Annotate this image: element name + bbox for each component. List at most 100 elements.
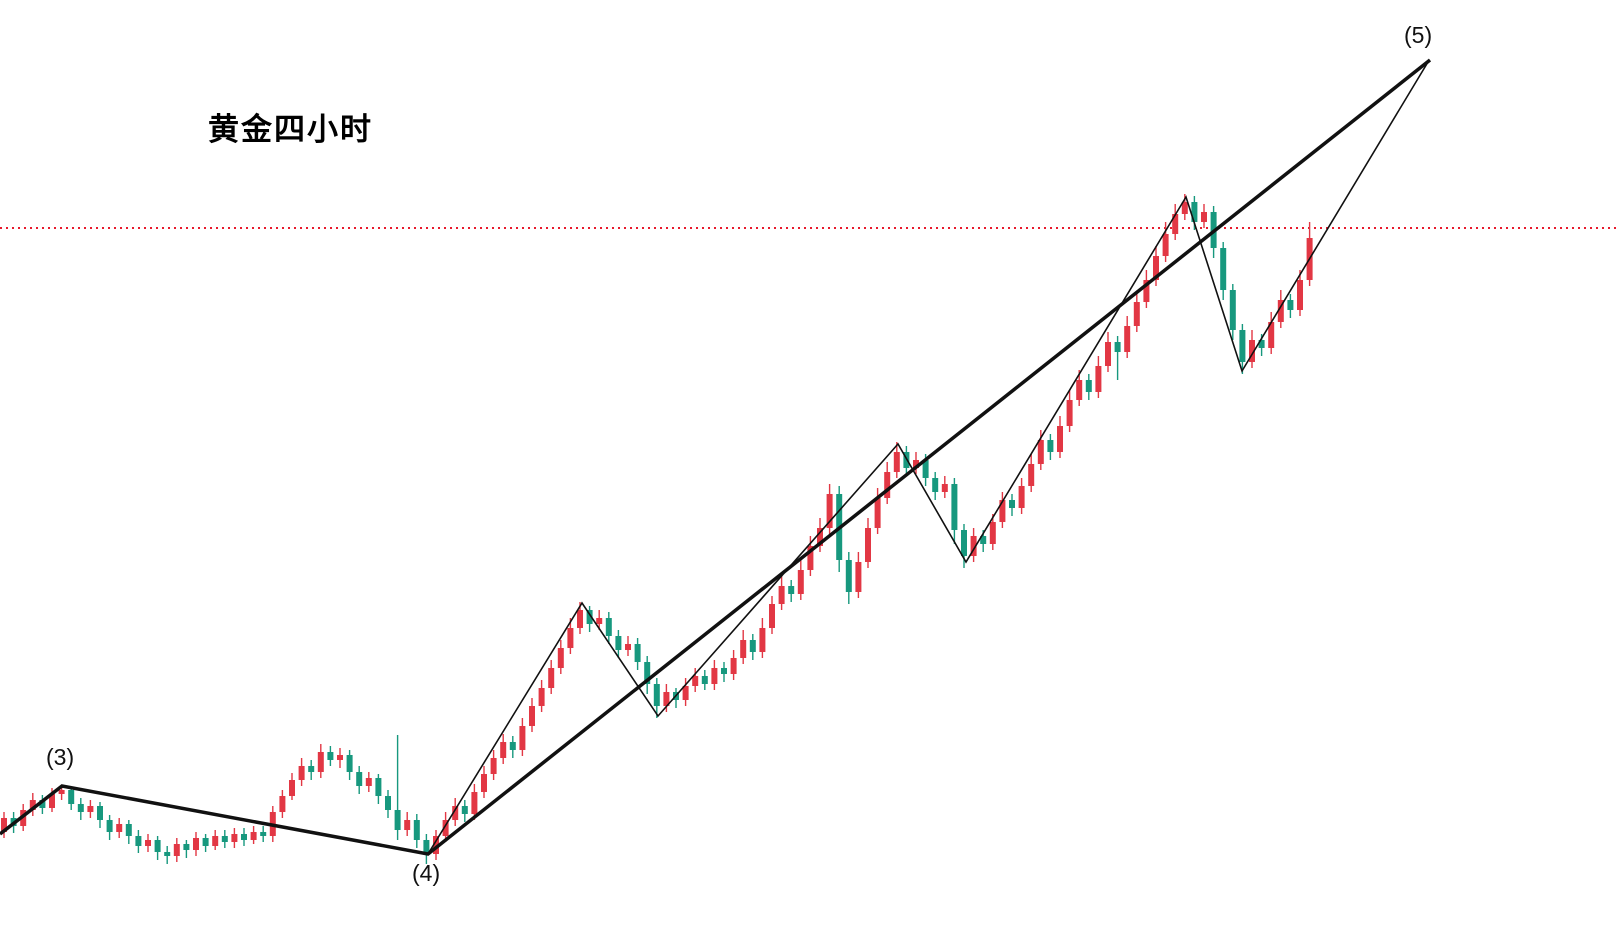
candle-body — [385, 796, 391, 810]
candle-body — [413, 820, 420, 840]
candle-body — [183, 844, 190, 850]
candle-body — [87, 806, 94, 812]
candle-body — [1028, 464, 1035, 486]
candle-body — [1018, 486, 1025, 508]
candle-body — [596, 618, 603, 624]
wave-label-3: (3) — [46, 744, 75, 770]
candle-body — [605, 618, 612, 636]
candle-body — [759, 628, 766, 652]
candle-body — [1105, 342, 1111, 366]
candle-body — [241, 834, 247, 840]
candle-body — [615, 636, 622, 650]
candle-body — [1133, 302, 1140, 326]
candle-body — [913, 460, 919, 468]
candle-body — [308, 766, 315, 772]
thick-trendline — [0, 58, 1432, 856]
candle-body — [58, 790, 65, 794]
candle-body — [260, 832, 267, 836]
candle-body — [125, 824, 132, 836]
candle-body — [865, 528, 871, 562]
candle-body — [461, 806, 468, 814]
candle-body — [1076, 380, 1083, 400]
candle-body — [442, 820, 449, 836]
candle-body — [39, 800, 46, 808]
candle-body — [375, 778, 382, 796]
candle-body — [788, 586, 795, 594]
candle-body — [999, 500, 1006, 522]
candle-body — [663, 692, 670, 706]
candle-body — [404, 820, 411, 830]
candle-body — [884, 472, 891, 498]
candle-body — [68, 790, 75, 804]
candle-body — [1009, 500, 1015, 508]
candle-body — [346, 755, 353, 772]
candle-body — [1162, 234, 1169, 256]
candle-body — [941, 484, 948, 492]
candle-body — [1114, 342, 1121, 352]
candle-body — [893, 452, 900, 472]
candle-body — [1047, 440, 1054, 452]
candle-body — [567, 628, 574, 648]
candle-body — [1258, 340, 1265, 348]
candle-body — [29, 800, 36, 810]
candle-body — [1277, 300, 1284, 322]
candle-body — [490, 758, 497, 774]
candle-body — [1229, 290, 1236, 330]
candle-body — [711, 668, 718, 684]
thin-zigzag-line — [427, 61, 1429, 855]
candle-body — [145, 840, 151, 846]
candle-body — [1172, 214, 1179, 234]
candle-body — [740, 640, 747, 658]
candle-body — [586, 610, 593, 624]
candle-body — [797, 570, 804, 594]
candle-body — [173, 844, 180, 856]
candle-body — [289, 780, 295, 796]
candle-body — [49, 794, 55, 808]
candle-body — [1153, 256, 1159, 280]
candle-body — [1297, 280, 1303, 310]
candle-body — [701, 676, 708, 684]
candle-body — [1181, 202, 1188, 214]
candle-body — [1085, 380, 1092, 392]
candle-body — [721, 668, 727, 674]
candle-body — [1249, 340, 1255, 362]
candle-body — [356, 772, 363, 786]
candle-body — [1095, 366, 1102, 392]
candle-body — [807, 546, 814, 570]
candle-body — [452, 806, 459, 820]
wave-label-4: (4) — [412, 860, 441, 886]
candle-body — [989, 522, 996, 544]
candle-body — [77, 804, 84, 812]
candle-body — [164, 852, 171, 856]
candle-body — [1201, 212, 1207, 222]
candle-body — [730, 658, 737, 674]
candle-body — [327, 752, 334, 760]
candle-body — [231, 834, 238, 842]
candle-body — [682, 686, 689, 700]
candle-body — [1268, 322, 1275, 348]
candle-body — [951, 484, 958, 530]
candle-body — [1143, 280, 1150, 302]
chart-title: 黄金四小时 — [208, 112, 373, 147]
candle-body — [634, 644, 641, 662]
wave-label-5: (5) — [1404, 22, 1433, 48]
candle-body — [394, 810, 401, 830]
candle-body — [1220, 248, 1227, 290]
candle-body — [826, 494, 833, 528]
candle-body — [298, 766, 305, 780]
candle-body — [692, 676, 699, 686]
candle-body — [961, 530, 967, 556]
candle-body — [970, 536, 977, 556]
candle-body — [317, 752, 324, 772]
candle-body — [1239, 330, 1246, 362]
candle-body — [116, 824, 123, 832]
candle-body — [250, 832, 257, 840]
candle-body — [481, 774, 487, 792]
candle-body — [778, 586, 785, 604]
candle-body — [135, 836, 142, 846]
candle-body — [1191, 202, 1198, 222]
candle-body — [855, 562, 862, 592]
candle-body — [644, 662, 651, 684]
candle-body — [1287, 300, 1294, 310]
